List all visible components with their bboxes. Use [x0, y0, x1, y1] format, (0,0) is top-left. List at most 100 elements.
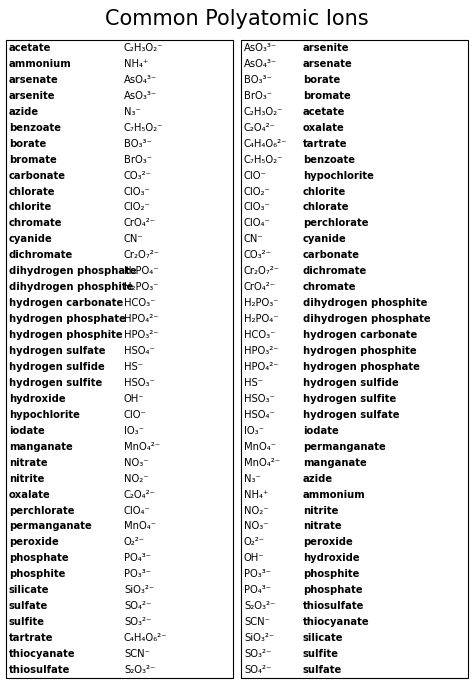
Text: perchlorate: perchlorate	[9, 505, 74, 516]
Text: sulfate: sulfate	[303, 665, 342, 675]
Text: ClO₂⁻: ClO₂⁻	[124, 202, 151, 213]
Text: MnO₄⁻: MnO₄⁻	[244, 442, 276, 451]
Text: bromate: bromate	[9, 155, 57, 165]
Text: hydrogen phosphite: hydrogen phosphite	[9, 330, 123, 340]
Text: permanganate: permanganate	[9, 521, 92, 531]
Text: HS⁻: HS⁻	[124, 362, 143, 372]
Text: hydrogen sulfite: hydrogen sulfite	[9, 378, 102, 388]
Text: S₂O₃²⁻: S₂O₃²⁻	[244, 601, 275, 611]
Text: hydrogen phosphite: hydrogen phosphite	[303, 346, 417, 356]
Text: thiocyanate: thiocyanate	[9, 649, 76, 659]
Text: NH₄⁺: NH₄⁺	[124, 59, 148, 69]
Text: nitrite: nitrite	[9, 473, 45, 484]
Text: permanganate: permanganate	[303, 442, 386, 451]
Text: C₂O₄²⁻: C₂O₄²⁻	[124, 490, 156, 499]
Text: NO₂⁻: NO₂⁻	[124, 473, 148, 484]
Text: BrO₃⁻: BrO₃⁻	[244, 91, 272, 101]
Text: MnO₄⁻: MnO₄⁻	[124, 521, 156, 531]
Text: dichromate: dichromate	[303, 266, 367, 276]
Text: chlorite: chlorite	[303, 187, 346, 196]
Text: tartrate: tartrate	[303, 139, 347, 148]
Text: peroxide: peroxide	[9, 538, 59, 547]
Text: dihydrogen phosphate: dihydrogen phosphate	[303, 314, 430, 324]
Text: hydrogen carbonate: hydrogen carbonate	[9, 298, 123, 308]
Bar	[6, 40, 233, 678]
Text: phosphite: phosphite	[303, 569, 359, 579]
Text: C₄H₄O₆²⁻: C₄H₄O₆²⁻	[244, 139, 287, 148]
Text: nitrate: nitrate	[9, 458, 47, 468]
Text: arsenate: arsenate	[303, 59, 353, 69]
Text: manganate: manganate	[303, 458, 367, 468]
Text: HCO₃⁻: HCO₃⁻	[124, 298, 155, 308]
Text: NH₄⁺: NH₄⁺	[244, 490, 268, 499]
Text: dihydrogen phosphite: dihydrogen phosphite	[9, 282, 133, 292]
Text: O₂²⁻: O₂²⁻	[124, 538, 145, 547]
Text: nitrite: nitrite	[303, 505, 338, 516]
Text: bromate: bromate	[303, 91, 351, 101]
Text: ClO₃⁻: ClO₃⁻	[124, 187, 151, 196]
Text: HPO₃²⁻: HPO₃²⁻	[124, 330, 158, 340]
Text: borate: borate	[9, 139, 46, 148]
Text: CO₃²⁻: CO₃²⁻	[124, 170, 152, 181]
Text: azide: azide	[303, 473, 333, 484]
Text: acetate: acetate	[9, 43, 51, 53]
Text: H₂PO₃⁻: H₂PO₃⁻	[244, 298, 279, 308]
Text: chromate: chromate	[303, 282, 356, 292]
Text: phosphate: phosphate	[303, 586, 363, 595]
Text: ClO₄⁻: ClO₄⁻	[124, 505, 151, 516]
Text: CO₃²⁻: CO₃²⁻	[244, 250, 272, 261]
Text: iodate: iodate	[9, 425, 45, 436]
Text: sulfite: sulfite	[9, 617, 45, 627]
Text: manganate: manganate	[9, 442, 73, 451]
Text: borate: borate	[303, 75, 340, 85]
Text: HPO₄²⁻: HPO₄²⁻	[124, 314, 158, 324]
Text: HSO₃⁻: HSO₃⁻	[244, 394, 275, 404]
Text: C₄H₄O₆²⁻: C₄H₄O₆²⁻	[124, 633, 167, 643]
Text: ClO⁻: ClO⁻	[244, 170, 267, 181]
Text: Cr₂O₇²⁻: Cr₂O₇²⁻	[244, 266, 280, 276]
Text: HPO₄²⁻: HPO₄²⁻	[244, 362, 279, 372]
Text: O₂²⁻: O₂²⁻	[244, 538, 265, 547]
Text: hypochlorite: hypochlorite	[303, 170, 374, 181]
Text: H₂PO₄⁻: H₂PO₄⁻	[124, 266, 158, 276]
Text: nitrate: nitrate	[303, 521, 342, 531]
Text: hydrogen phosphate: hydrogen phosphate	[303, 362, 420, 372]
Text: hydrogen sulfite: hydrogen sulfite	[303, 394, 396, 404]
Text: NO₃⁻: NO₃⁻	[124, 458, 148, 468]
Text: CN⁻: CN⁻	[124, 235, 144, 244]
Text: oxalate: oxalate	[303, 122, 345, 133]
Text: MnO₄²⁻: MnO₄²⁻	[244, 458, 280, 468]
Text: AsO₄³⁻: AsO₄³⁻	[244, 59, 277, 69]
Text: phosphate: phosphate	[9, 553, 69, 564]
Text: CN⁻: CN⁻	[244, 235, 264, 244]
Text: benzoate: benzoate	[303, 155, 355, 165]
Text: dichromate: dichromate	[9, 250, 73, 261]
Text: phosphite: phosphite	[9, 569, 65, 579]
Text: BO₃³⁻: BO₃³⁻	[124, 139, 152, 148]
Text: C₇H₅O₂⁻: C₇H₅O₂⁻	[244, 155, 283, 165]
Text: arsenite: arsenite	[303, 43, 349, 53]
Text: peroxide: peroxide	[303, 538, 353, 547]
Text: arsenite: arsenite	[9, 91, 55, 101]
Text: N₃⁻: N₃⁻	[124, 107, 141, 117]
Text: AsO₄³⁻: AsO₄³⁻	[124, 75, 157, 85]
Text: SiO₃²⁻: SiO₃²⁻	[124, 586, 154, 595]
Text: silicate: silicate	[303, 633, 344, 643]
Text: ClO⁻: ClO⁻	[124, 410, 147, 420]
Text: HPO₃²⁻: HPO₃²⁻	[244, 346, 279, 356]
Text: hydrogen sulfide: hydrogen sulfide	[303, 378, 399, 388]
Text: hydrogen sulfide: hydrogen sulfide	[9, 362, 105, 372]
Text: hydrogen phosphate: hydrogen phosphate	[9, 314, 126, 324]
Text: BO₃³⁻: BO₃³⁻	[244, 75, 272, 85]
Text: OH⁻: OH⁻	[244, 553, 264, 564]
Text: thiosulfate: thiosulfate	[303, 601, 365, 611]
Text: SO₃²⁻: SO₃²⁻	[244, 649, 271, 659]
Text: SiO₃²⁻: SiO₃²⁻	[244, 633, 274, 643]
Text: carbonate: carbonate	[303, 250, 360, 261]
Text: OH⁻: OH⁻	[124, 394, 145, 404]
Text: Cr₂O₇²⁻: Cr₂O₇²⁻	[124, 250, 160, 261]
Text: hydrogen carbonate: hydrogen carbonate	[303, 330, 417, 340]
Text: H₂PO₃⁻: H₂PO₃⁻	[124, 282, 158, 292]
Text: HSO₄⁻: HSO₄⁻	[124, 346, 155, 356]
Text: AsO₃³⁻: AsO₃³⁻	[244, 43, 277, 53]
